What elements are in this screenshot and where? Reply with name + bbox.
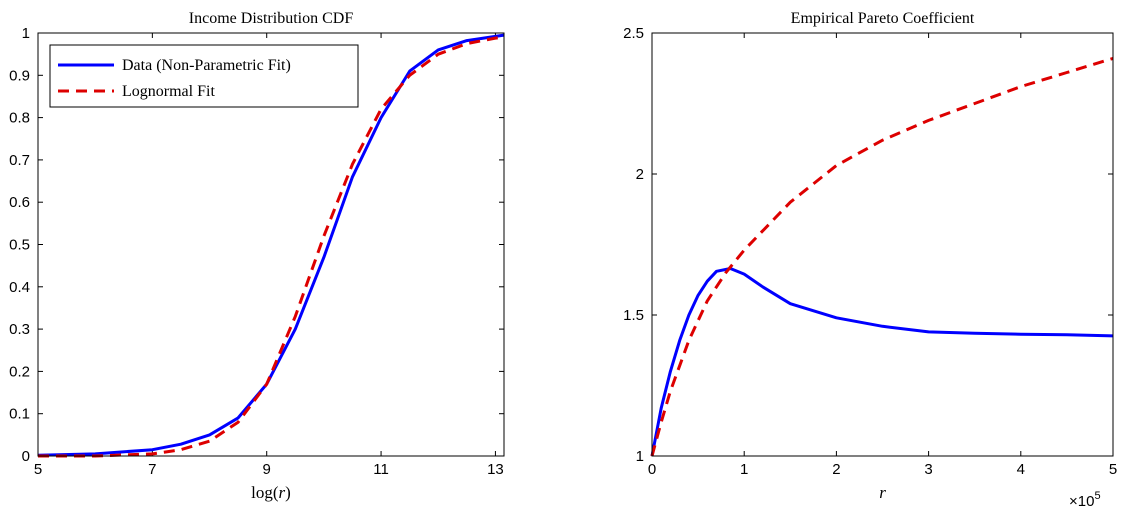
x-tick-label: 5 — [34, 461, 42, 478]
y-tick-label: 0.4 — [9, 279, 30, 296]
legend-box — [49, 44, 359, 108]
pareto-x-multiplier: ×105 — [1069, 490, 1101, 510]
x-tick-label: 9 — [263, 461, 271, 478]
y-tick-label: 0.9 — [9, 67, 30, 84]
data-series-line — [37, 33, 505, 457]
y-tick-label: 0.8 — [9, 110, 30, 127]
x-tick-label: 4 — [1017, 461, 1025, 478]
y-tick-label: 1.5 — [623, 307, 644, 324]
y-tick-label: 0.3 — [9, 321, 30, 338]
y-tick-label: 2 — [636, 166, 644, 183]
lognormal-series-line — [650, 56, 1114, 457]
cdf-axis-ticks: 5 7 9 11 13 0 0.1 0.2 0.3 0.4 0.5 0.6 0.7 0.8 0.9 1 — [9, 25, 504, 478]
legend-label-data: Data (Non-Parametric Fit) — [122, 57, 291, 74]
y-tick-label: 0.7 — [9, 152, 30, 169]
x-tick-label: 2 — [832, 461, 840, 478]
pareto-axes-frame — [651, 32, 1114, 457]
cdf-axes-frame — [37, 32, 505, 457]
y-tick-label: 0.5 — [9, 237, 30, 254]
pareto-series-lines — [650, 56, 1114, 457]
pareto-axis-ticks: 0 1 2 3 4 511.522.5 — [623, 25, 1117, 478]
lognormal-series-line — [38, 35, 505, 458]
x-tick-label: 1 — [740, 461, 748, 478]
pareto-chart-panel: Empirical Pareto Coefficient 0 1 2 3 4 511.52… — [623, 10, 1117, 510]
cdf-chart-panel: Income Distribution CDF 5 7 9 11 13 0 0.1 0.2 0.… — [9, 10, 505, 502]
pareto-x-axis-label: r — [879, 483, 886, 502]
x-tick-label: 13 — [487, 461, 504, 478]
x-tick-label: 5 — [1109, 461, 1117, 478]
x-tick-label: 3 — [924, 461, 932, 478]
data-series-line — [650, 267, 1114, 457]
x-tick-label: 11 — [373, 461, 389, 478]
y-tick-label: 0.1 — [9, 406, 30, 423]
cdf-chart-title: Income Distribution CDF — [189, 10, 354, 27]
y-tick-label: 0 — [22, 448, 30, 465]
y-tick-label: 0.2 — [9, 363, 30, 380]
cdf-x-axis-label: log(r) — [251, 483, 291, 502]
y-tick-label: 1 — [22, 25, 30, 42]
cdf-legend: Data (Non-Parametric Fit) Lognormal Fit — [49, 44, 359, 108]
legend-label-lognormal: Lognormal Fit — [122, 83, 215, 100]
y-tick-label: 1 — [636, 448, 644, 465]
x-tick-label: 0 — [648, 461, 656, 478]
pareto-chart-title: Empirical Pareto Coefficient — [791, 10, 975, 27]
y-tick-label: 0.6 — [9, 194, 30, 211]
y-tick-label: 2.5 — [623, 25, 644, 42]
x-tick-label: 7 — [148, 461, 156, 478]
cdf-series-lines — [37, 33, 505, 458]
